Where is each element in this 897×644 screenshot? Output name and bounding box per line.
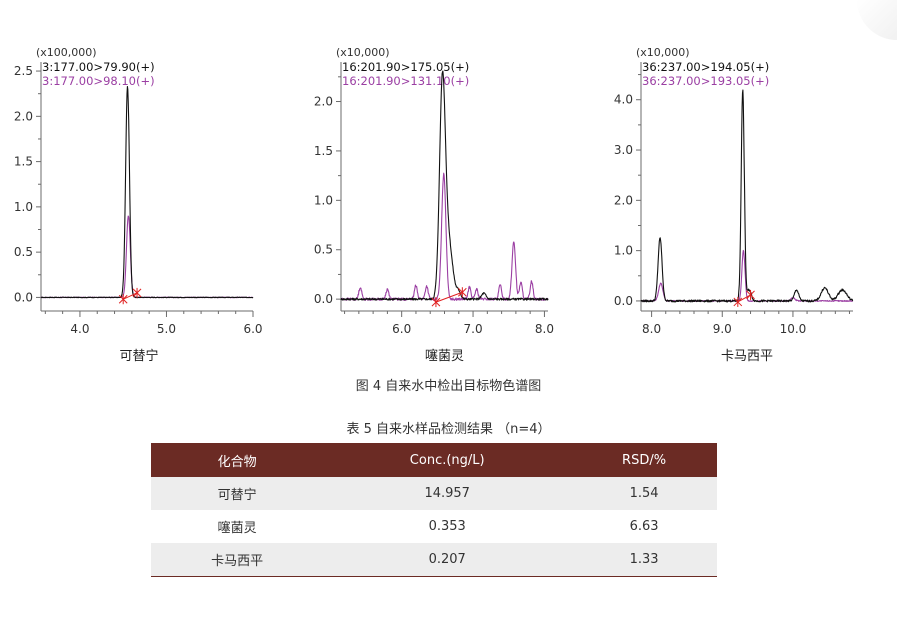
y-tick-label: 0.5 xyxy=(14,245,33,259)
y-tick-label: 1.5 xyxy=(14,155,33,169)
cell-concentration: 0.207 xyxy=(323,543,572,577)
x-tick-label: 8.0 xyxy=(642,322,661,336)
series-label: 3:177.00>98.10(+) xyxy=(42,74,155,88)
y-tick-label: 0.0 xyxy=(614,294,633,308)
chromatogram-cotinine: (x100,000) 0.0 0.5 1.0 1.5 2.0 2.5 4.0 5.0 6.0 3:1… xyxy=(14,46,263,364)
trace-primary xyxy=(640,89,854,303)
header-rsd: RSD/% xyxy=(571,443,717,477)
y-tick-label: 1.0 xyxy=(14,200,33,214)
cell-concentration: 0.353 xyxy=(323,510,572,543)
y-tick-label: 1.0 xyxy=(314,193,333,207)
y-tick-label: 2.0 xyxy=(14,109,33,123)
x-tick-label: 10.0 xyxy=(780,322,807,336)
x-tick-label: 7.0 xyxy=(464,322,483,336)
x-tick-label: 6.0 xyxy=(392,322,411,336)
y-tick-label: 4.0 xyxy=(614,93,633,107)
cell-rsd: 1.54 xyxy=(571,477,717,510)
chromatogram-thiabendazole: (x10,000) 0.0 0.5 1.0 1.5 2.0 6.0 7.0 8.0 16:201.… xyxy=(314,46,554,364)
cell-compound: 噻菌灵 xyxy=(151,510,324,543)
y-tick-label: 2.5 xyxy=(14,64,33,78)
baseline-segment xyxy=(435,291,463,303)
cell-concentration: 14.957 xyxy=(323,477,572,510)
series-label: 36:237.00>193.05(+) xyxy=(642,74,769,88)
y-scale-label: (x10,000) xyxy=(636,46,690,59)
table-row: 卡马西平 0.207 1.33 xyxy=(151,543,717,577)
trace-primary xyxy=(40,85,254,299)
trace-secondary xyxy=(40,215,254,299)
y-tick-label: 3.0 xyxy=(614,143,633,157)
chromatogram-carbamazepine: (x10,000) 0.0 1.0 2.0 3.0 4.0 8.0 9.0 10.0 36:237… xyxy=(614,46,854,364)
compound-name: 可替宁 xyxy=(119,348,158,364)
x-tick-label: 4.0 xyxy=(70,322,89,336)
cell-compound: 可替宁 xyxy=(151,477,324,510)
baseline-segment xyxy=(737,294,751,303)
y-scale-label: (x10,000) xyxy=(336,46,390,59)
series-label: 3:177.00>79.90(+) xyxy=(42,60,155,74)
y-scale-label: (x100,000) xyxy=(36,46,97,59)
y-tick-label: 1.0 xyxy=(614,244,633,258)
header-concentration: Conc.(ng/L) xyxy=(323,443,572,477)
series-label: 16:201.90>131.10(+) xyxy=(342,74,469,88)
x-tick-label: 6.0 xyxy=(243,322,262,336)
x-tick-label: 8.0 xyxy=(535,322,554,336)
series-label: 16:201.90>175.05(+) xyxy=(342,60,469,74)
y-tick-label: 0.0 xyxy=(314,292,333,306)
results-table: 化合物 Conc.(ng/L) RSD/% 可替宁 14.957 1.54 噻菌… xyxy=(151,443,717,577)
table-caption: 表 5 自来水样品检测结果 （n=4） xyxy=(346,422,551,437)
header-compound: 化合物 xyxy=(151,443,324,477)
table-row: 噻菌灵 0.353 6.63 xyxy=(151,510,717,543)
figure-caption: 图 4 自来水中检出目标物色谱图 xyxy=(355,379,542,394)
y-tick-label: 2.0 xyxy=(314,95,333,109)
cell-compound: 卡马西平 xyxy=(151,543,324,577)
table-header-row: 化合物 Conc.(ng/L) RSD/% xyxy=(151,443,717,477)
x-tick-label: 5.0 xyxy=(157,322,176,336)
series-label: 36:237.00>194.05(+) xyxy=(642,60,769,74)
y-tick-label: 0.0 xyxy=(14,290,33,304)
cell-rsd: 6.63 xyxy=(571,510,717,543)
trace-secondary xyxy=(340,172,549,301)
integration-marker xyxy=(457,287,467,298)
x-tick-label: 9.0 xyxy=(713,322,732,336)
compound-name: 噻菌灵 xyxy=(425,348,464,364)
cell-rsd: 1.33 xyxy=(571,543,717,577)
baseline-segment xyxy=(122,292,138,300)
compound-name: 卡马西平 xyxy=(721,349,773,364)
trace-primary xyxy=(340,70,549,301)
y-tick-label: 0.5 xyxy=(314,243,333,257)
table-row: 可替宁 14.957 1.54 xyxy=(151,477,717,510)
y-tick-label: 2.0 xyxy=(614,193,633,207)
y-tick-label: 1.5 xyxy=(314,144,333,158)
